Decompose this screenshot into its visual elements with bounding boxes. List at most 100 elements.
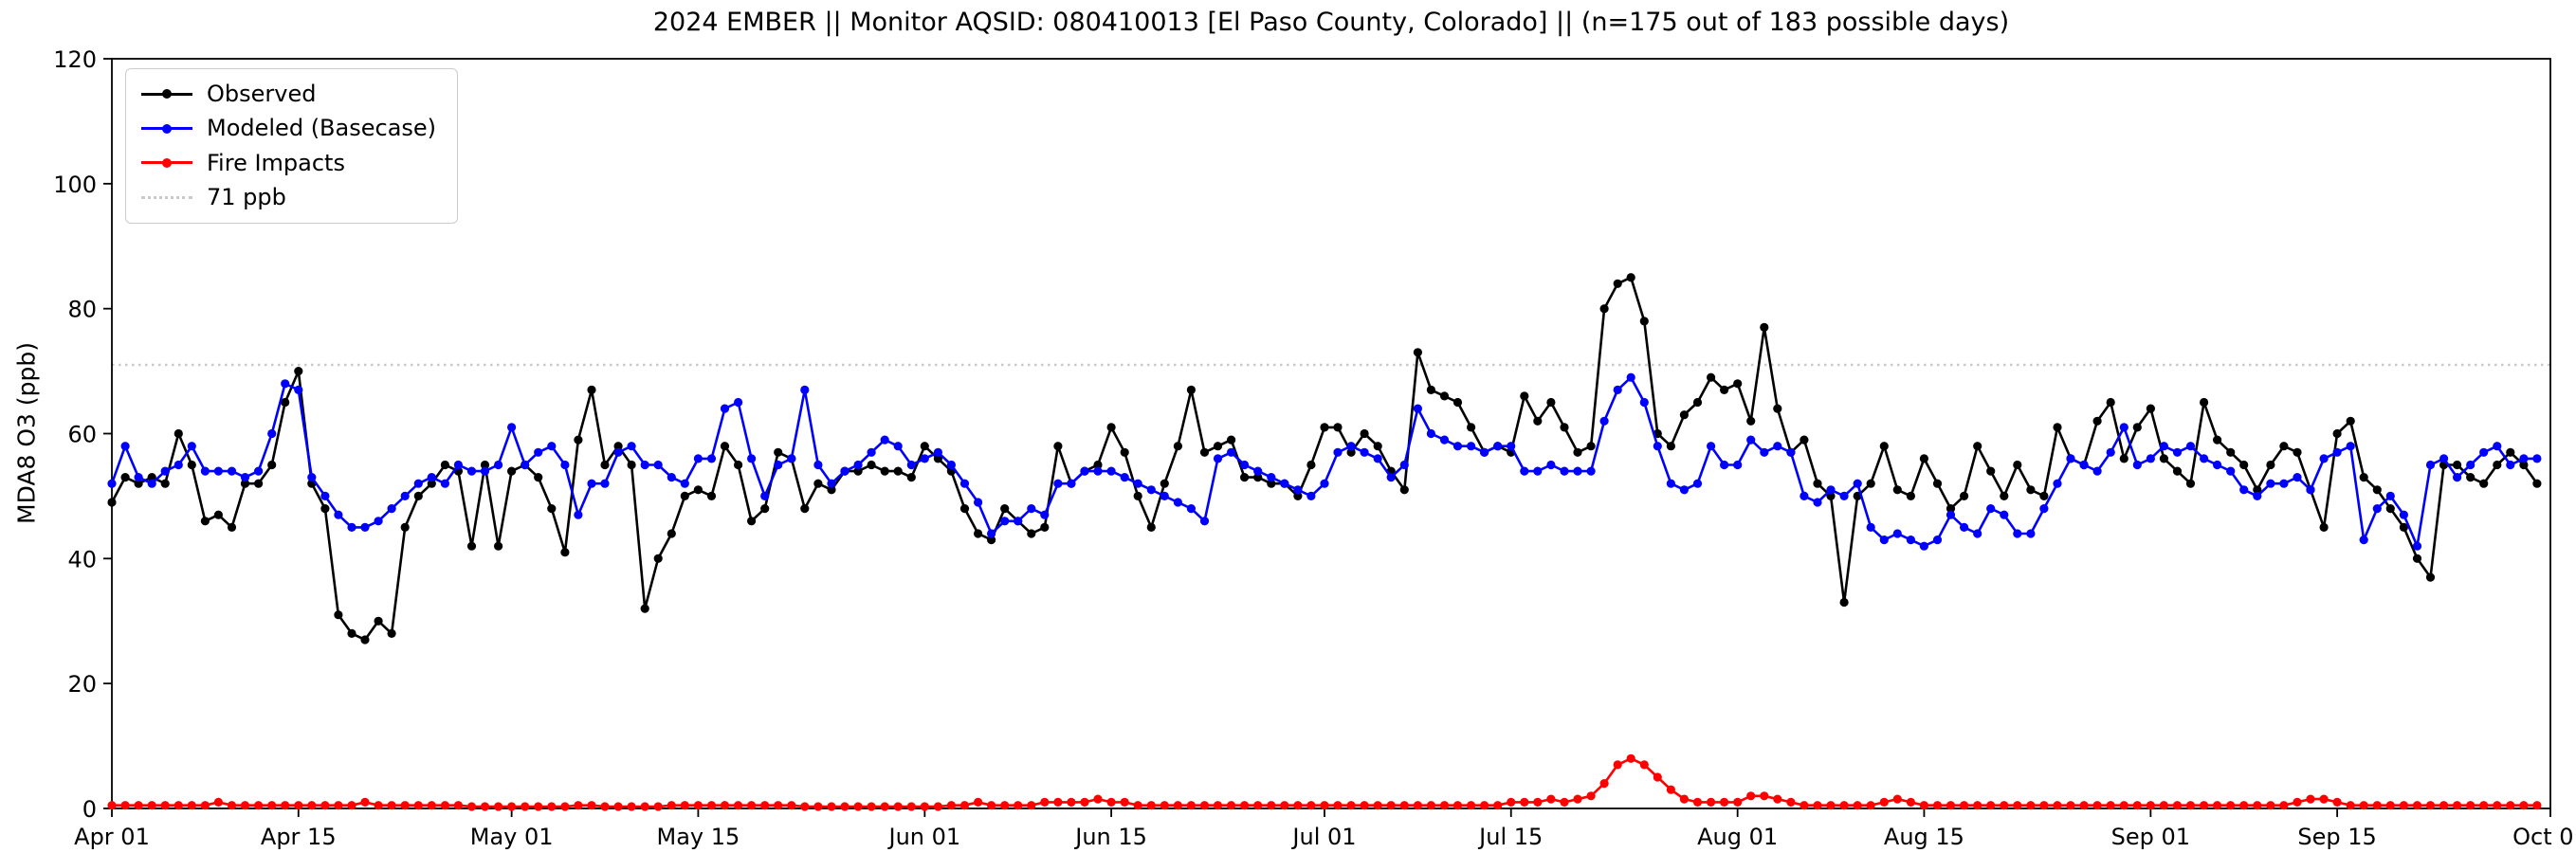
series-marker-observed xyxy=(1093,460,1103,470)
series-marker-modeled xyxy=(1692,479,1703,488)
series-marker-modeled xyxy=(1919,541,1928,551)
series-marker-fire xyxy=(1093,794,1103,804)
series-marker-observed xyxy=(2385,504,2395,514)
series-marker-fire xyxy=(427,801,436,810)
series-marker-fire xyxy=(1467,801,1476,810)
series-marker-fire xyxy=(2226,801,2236,810)
x-tick-label: Apr 01 xyxy=(74,824,150,850)
series-marker-fire xyxy=(307,801,317,810)
legend: Observed Modeled (Basecase) Fire Impacts… xyxy=(125,68,459,224)
series-marker-fire xyxy=(706,801,717,810)
series-marker-observed xyxy=(507,466,517,476)
series-marker-modeled xyxy=(1080,466,1089,476)
series-marker-fire xyxy=(134,801,143,810)
series-marker-fire xyxy=(2066,801,2075,810)
series-marker-observed xyxy=(374,616,383,626)
series-marker-modeled xyxy=(693,454,703,463)
series-marker-modeled xyxy=(1213,454,1223,463)
series-marker-modeled xyxy=(466,466,477,476)
series-marker-modeled xyxy=(1267,473,1276,482)
x-tick-label: Sep 01 xyxy=(2111,824,2190,850)
threshold-line-swatch xyxy=(141,195,192,199)
series-marker-modeled xyxy=(1160,491,1169,501)
series-marker-modeled xyxy=(2039,504,2049,514)
series-marker-fire xyxy=(1173,801,1182,810)
series-marker-fire xyxy=(1960,801,1969,810)
series-marker-observed xyxy=(693,485,703,495)
series-marker-observed xyxy=(920,442,929,451)
series-marker-fire xyxy=(2079,801,2089,810)
series-marker-fire xyxy=(1452,801,1463,810)
series-marker-fire xyxy=(547,802,557,811)
series-marker-modeled xyxy=(240,473,250,482)
series-marker-observed xyxy=(2293,447,2302,457)
series-marker-modeled xyxy=(1946,510,1956,519)
series-marker-observed xyxy=(267,460,277,470)
series-marker-fire xyxy=(1653,772,1662,782)
series-marker-observed xyxy=(1973,442,1982,451)
series-marker-fire xyxy=(1133,801,1142,810)
series-marker-observed xyxy=(1293,491,1303,501)
series-marker-modeled xyxy=(134,473,143,482)
series-marker-modeled xyxy=(2185,442,2196,451)
series-marker-fire xyxy=(840,802,850,811)
series-marker-observed xyxy=(1626,273,1635,282)
series-marker-modeled xyxy=(2399,510,2408,519)
series-marker-fire xyxy=(974,797,983,808)
series-marker-observed xyxy=(574,435,583,445)
series-marker-fire xyxy=(1360,801,1369,810)
series-marker-observed xyxy=(1133,491,1142,501)
series-marker-fire xyxy=(147,801,156,810)
plot-border xyxy=(111,58,2551,809)
series-marker-fire xyxy=(1560,797,1569,808)
series-marker-modeled xyxy=(2013,529,2022,538)
series-marker-modeled xyxy=(1373,454,1382,463)
series-marker-observed xyxy=(134,479,143,488)
series-marker-observed xyxy=(1639,317,1649,326)
series-marker-modeled xyxy=(1146,485,1156,495)
series-marker-observed xyxy=(1452,397,1463,408)
series-marker-modeled xyxy=(1879,535,1889,545)
series-marker-observed xyxy=(800,504,810,514)
y-tick-label: 80 xyxy=(67,297,97,323)
series-marker-fire xyxy=(1786,797,1796,808)
series-marker-modeled xyxy=(1573,466,1582,476)
series-marker-fire xyxy=(2306,794,2315,804)
series-marker-fire xyxy=(1826,801,1836,810)
series-marker-modeled xyxy=(2279,479,2289,488)
series-marker-fire xyxy=(2000,801,2009,810)
series-marker-modeled xyxy=(440,479,449,488)
series-marker-modeled xyxy=(480,466,490,476)
series-marker-fire xyxy=(1280,801,1289,810)
series-marker-fire xyxy=(2266,801,2275,810)
series-marker-fire xyxy=(1866,801,1875,810)
series-marker-modeled xyxy=(1760,447,1769,457)
series-marker-modeled xyxy=(1960,522,1969,533)
series-marker-modeled xyxy=(2066,454,2075,463)
series-marker-modeled xyxy=(281,379,290,389)
series-marker-modeled xyxy=(1932,535,1943,545)
series-marker-modeled xyxy=(413,479,423,488)
series-marker-observed xyxy=(413,491,423,501)
series-marker-modeled xyxy=(1839,491,1849,501)
series-marker-observed xyxy=(2425,572,2436,582)
series-marker-modeled xyxy=(2026,529,2036,538)
series-marker-modeled xyxy=(1053,479,1063,488)
series-marker-observed xyxy=(747,517,757,526)
series-marker-fire xyxy=(987,801,996,810)
series-marker-modeled xyxy=(1613,385,1622,394)
series-marker-fire xyxy=(2200,801,2209,810)
series-marker-modeled xyxy=(1666,479,1675,488)
series-marker-observed xyxy=(1373,442,1382,451)
series-marker-fire xyxy=(893,802,903,811)
series-marker-observed xyxy=(560,548,570,557)
series-marker-fire xyxy=(787,801,796,810)
series-marker-fire xyxy=(267,801,277,810)
y-tick-label: 20 xyxy=(67,671,97,698)
series-marker-observed xyxy=(1573,447,1582,457)
series-marker-modeled xyxy=(893,442,903,451)
series-marker-modeled xyxy=(174,460,183,470)
series-marker-observed xyxy=(2359,473,2368,482)
series-marker-modeled xyxy=(2346,442,2355,451)
